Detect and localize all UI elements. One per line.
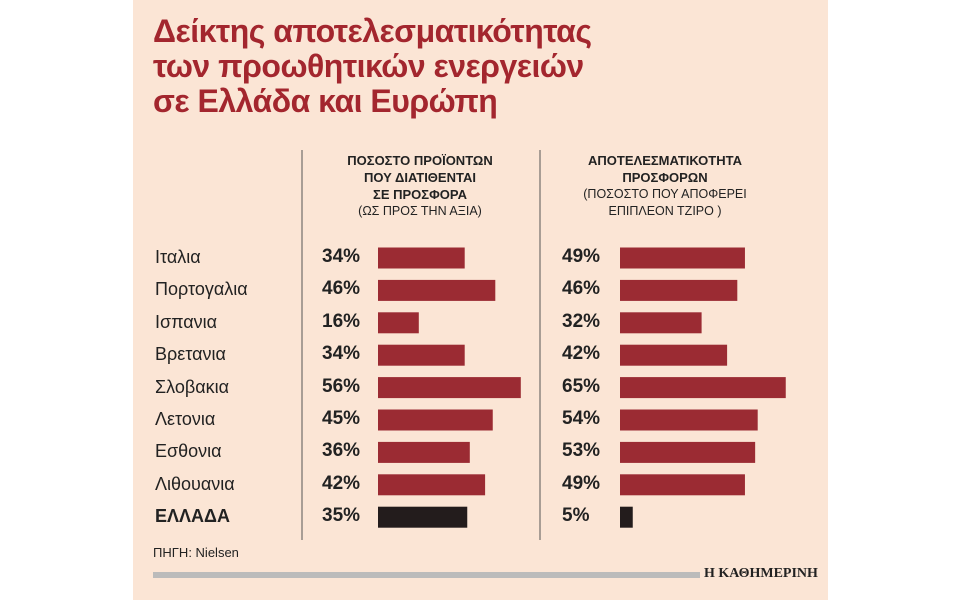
- value-label: 54%: [562, 408, 601, 429]
- bar: [378, 474, 486, 496]
- bar: [620, 441, 756, 463]
- category-label: Σλοβακια: [155, 376, 230, 397]
- bar: [620, 377, 786, 399]
- category-label: Εσθονια: [155, 441, 222, 462]
- bar: [620, 474, 745, 496]
- category-label: Ισπανια: [155, 311, 218, 332]
- value-label: 5%: [562, 505, 590, 527]
- value-label: 42%: [322, 472, 361, 494]
- value-label: 34%: [322, 246, 361, 267]
- bar: [620, 279, 738, 301]
- value-label: 46%: [322, 278, 361, 300]
- value-label: 36%: [322, 440, 361, 462]
- bar: [620, 506, 633, 528]
- bar: [378, 377, 521, 399]
- value-label: 49%: [562, 472, 601, 494]
- category-label: Ιταλια: [155, 247, 201, 267]
- value-label: 53%: [562, 440, 601, 462]
- value-label: 45%: [322, 408, 361, 429]
- value-label: 65%: [562, 375, 601, 397]
- value-label: 34%: [322, 343, 361, 365]
- column-note: (ΩΣ ΠΡΟΣ ΤΗΝ ΑΞΙΑ): [358, 204, 482, 218]
- column-note: (ΠΟΣΟΣΤΟ ΠΟΥ ΑΠΟΦΕΡΕΙ ΕΠΙΠΛΕΟΝ ΤΖΙΡΟ ): [583, 187, 747, 218]
- value-label: 16%: [322, 310, 361, 332]
- category-label: Βρετανια: [155, 344, 226, 365]
- bar: [620, 409, 758, 431]
- category-label: Λετονια: [155, 409, 216, 429]
- footer-bar: [153, 572, 700, 578]
- title: Δείκτης αποτελεσματικότητας των προωθητι…: [153, 13, 592, 119]
- value-label: 46%: [562, 278, 601, 300]
- brand: Η ΚΑΘΗΜΕΡΙΝΗ: [704, 566, 818, 581]
- bar: [378, 409, 493, 431]
- category-label: ΕΛΛΑΔΑ: [155, 506, 230, 527]
- column-header: ΠΟΣΟΣΤΟ ΠΡΟΪΟΝΤΩΝ ΠΟΥ ΔΙΑΤΙΘΕΝΤΑΙ ΣΕ ΠΡΟ…: [347, 153, 493, 202]
- bar: [378, 344, 465, 366]
- bar: [378, 279, 496, 301]
- source: ΠΗΓΗ: Nielsen: [153, 545, 239, 560]
- bar: [620, 312, 702, 334]
- bar: [378, 441, 470, 463]
- category-label: Λιθουανια: [155, 473, 235, 494]
- bar: [378, 247, 465, 269]
- value-label: 49%: [562, 246, 601, 267]
- value-label: 32%: [562, 310, 601, 332]
- bar: [378, 506, 468, 528]
- bar: [620, 247, 745, 269]
- category-label: Πορτογαλια: [155, 279, 248, 300]
- bar: [620, 344, 728, 366]
- value-label: 35%: [322, 505, 361, 527]
- value-label: 42%: [562, 343, 601, 365]
- value-label: 56%: [322, 375, 361, 397]
- bar: [378, 312, 419, 334]
- column-header: ΑΠΟΤΕΛΕΣΜΑΤΙΚΟΤΗΤΑ ΠΡΟΣΦΟΡΩΝ: [588, 153, 742, 185]
